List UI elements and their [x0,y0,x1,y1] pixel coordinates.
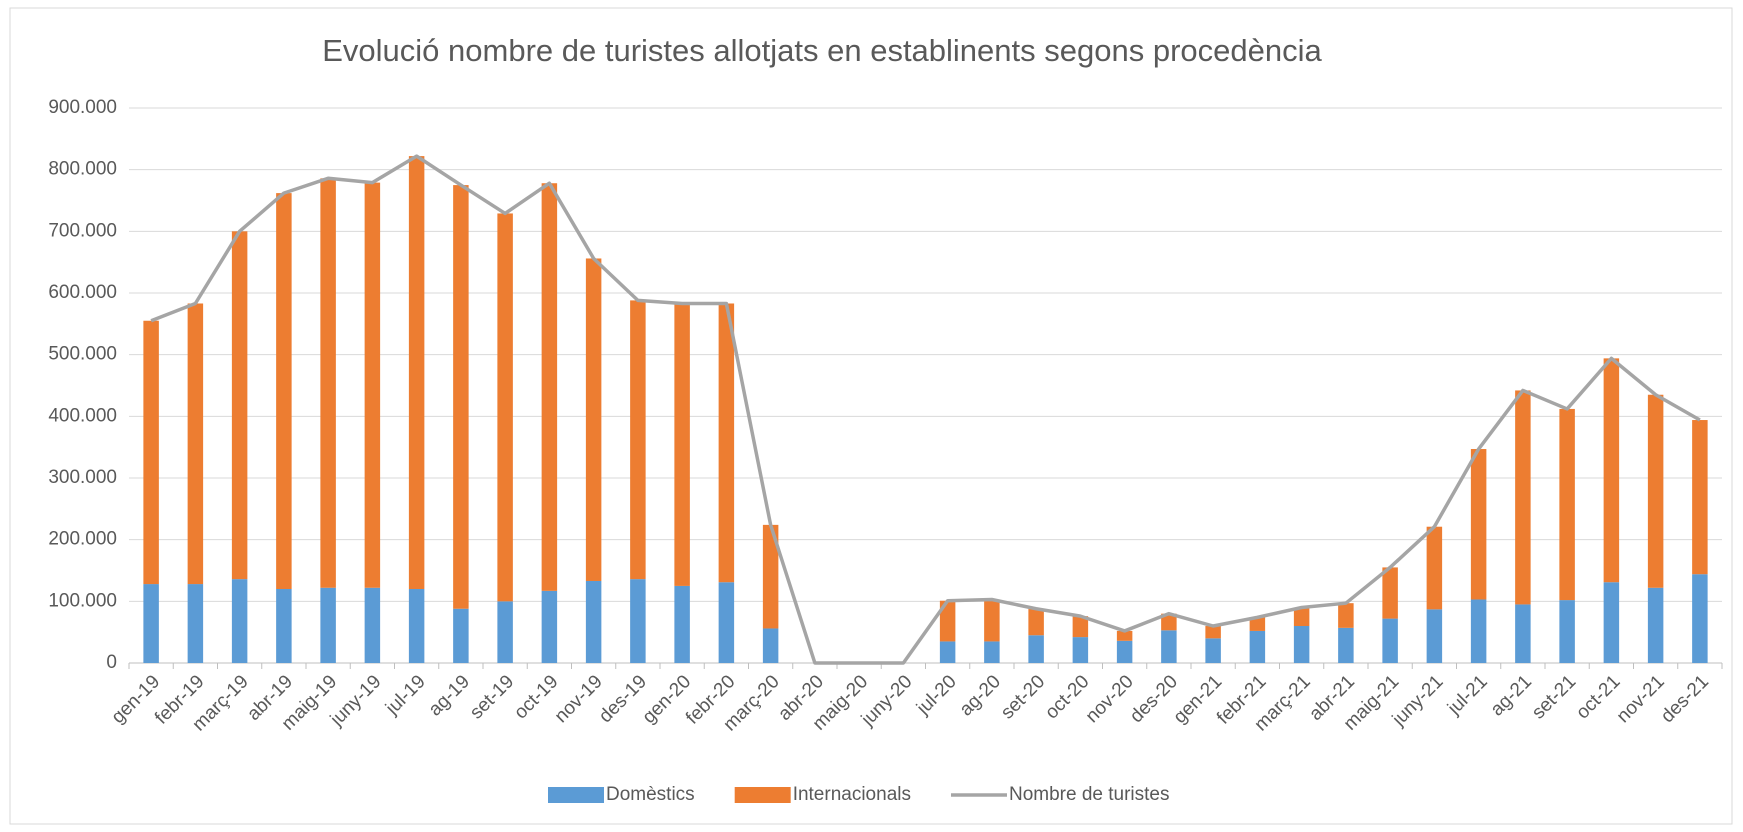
bar [1028,608,1044,636]
bar [1647,587,1664,663]
bar [276,193,292,589]
bar [1470,449,1487,600]
bar [1603,358,1620,583]
y-tick-label: 0 [106,652,117,673]
bar [276,589,292,663]
bar [1426,609,1443,663]
bar [364,587,381,663]
bar [674,303,690,586]
bar [408,589,425,663]
bar [939,600,956,642]
bar [1382,618,1398,663]
bar [1515,604,1531,663]
bar [497,601,513,663]
bar [1692,574,1708,663]
y-tick-label: 300.000 [48,467,117,488]
bar [1293,626,1310,663]
bar [1161,630,1177,663]
y-tick-label: 900.000 [48,97,117,118]
bar [1161,613,1177,631]
bar [143,584,159,663]
bar [541,183,558,591]
bar [187,584,204,663]
bar [1338,627,1354,663]
bar [364,182,381,588]
y-tick-label: 400.000 [48,405,117,426]
bar [1205,638,1221,663]
y-tick-label: 500.000 [48,344,117,365]
y-tick-label: 700.000 [48,220,117,241]
chart-title: Evolució nombre de turistes allotjats en… [322,33,1322,68]
bar [674,585,690,663]
bar [231,231,248,580]
y-tick-label: 200.000 [48,529,117,550]
bar [320,587,336,663]
bar [1692,420,1708,575]
bar [585,258,602,581]
bar [1515,390,1531,605]
y-tick-label: 600.000 [48,282,117,303]
bar [408,156,425,589]
bar [1647,394,1664,588]
legend-label: Nombre de turistes [1009,784,1170,805]
bar [1338,603,1354,628]
bar [1559,408,1575,601]
bar [1072,616,1089,638]
bar [541,590,558,663]
legend-swatch [548,787,604,803]
bar [1382,567,1398,619]
bar [497,213,513,602]
line [150,154,1701,665]
bar [762,524,779,629]
bar [585,580,602,663]
legend-label: Domèstics [606,784,695,805]
bar [984,641,1000,663]
bar [1426,526,1443,610]
bar [984,599,1000,642]
bar [1116,630,1133,641]
bar [1249,630,1266,663]
bar [630,579,646,663]
bar [1205,626,1221,639]
bar [1072,637,1089,663]
y-tick-label: 100.000 [48,590,117,611]
bar [231,579,248,663]
bar [1116,640,1133,663]
bar [718,303,735,583]
bar [1028,635,1044,663]
bar [718,582,735,663]
bar [630,300,646,580]
y-tick-label: 800.000 [48,159,117,180]
bar [1293,607,1310,626]
bar [143,320,159,585]
legend-label: Internacionals [793,784,911,805]
bar [1249,617,1266,631]
bar [453,608,469,663]
bar [320,178,336,588]
bar [1559,600,1575,663]
bar [187,303,204,585]
bar [939,641,956,663]
legend-swatch [734,787,791,803]
bar [1470,599,1487,663]
bar [762,628,779,663]
bar [453,185,469,609]
bar [1603,582,1620,663]
